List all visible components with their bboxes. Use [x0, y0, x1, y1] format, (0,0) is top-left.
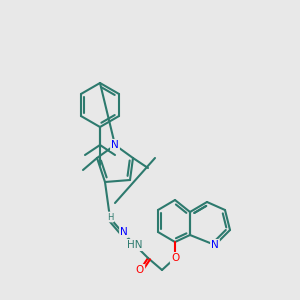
Text: N: N [120, 227, 128, 237]
Text: O: O [171, 253, 179, 263]
Text: N: N [211, 240, 219, 250]
Text: H: H [107, 212, 113, 221]
Text: N: N [111, 140, 119, 150]
Text: HN: HN [127, 240, 143, 250]
Text: O: O [136, 265, 144, 275]
